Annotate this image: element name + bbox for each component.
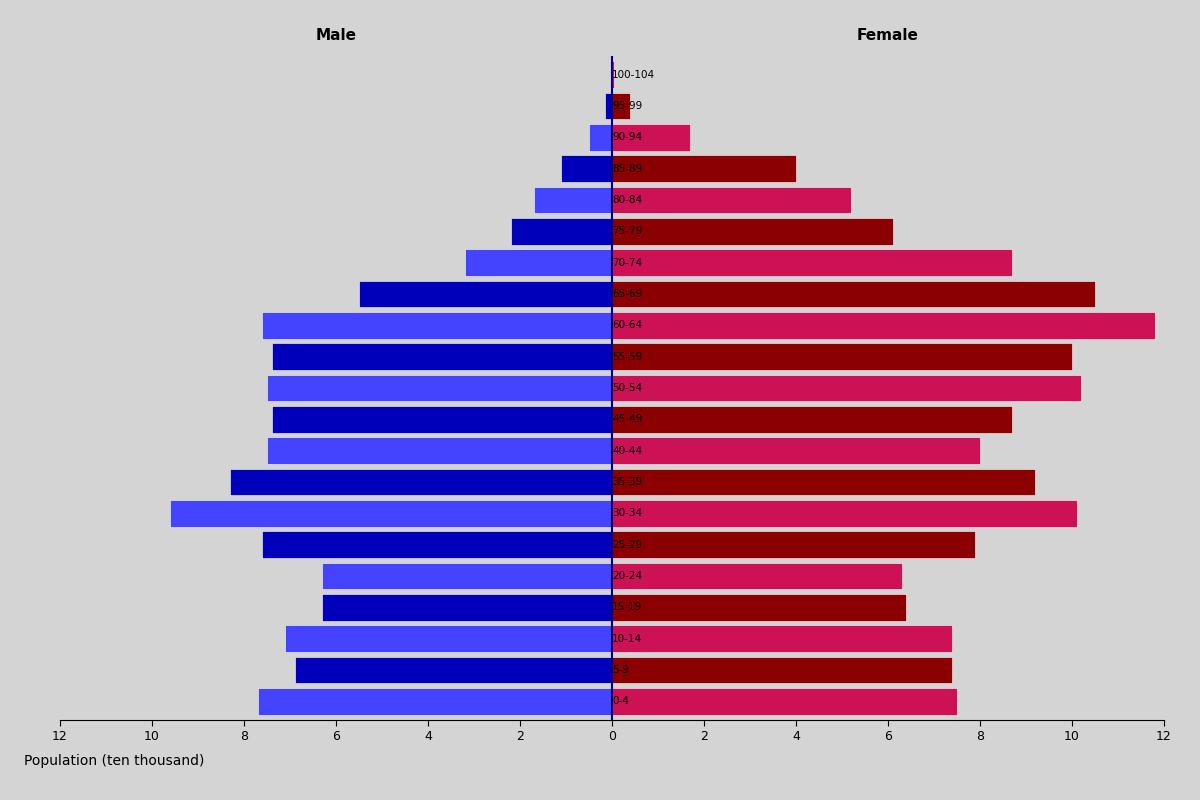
Bar: [612, 469, 1036, 495]
Bar: [612, 657, 953, 683]
Text: 90-94: 90-94: [612, 133, 642, 142]
Bar: [266, 374, 612, 402]
Bar: [612, 406, 1013, 433]
Bar: [612, 562, 902, 590]
Text: 20-24: 20-24: [612, 571, 642, 581]
Bar: [605, 93, 612, 119]
Bar: [612, 218, 893, 245]
Text: 30-34: 30-34: [612, 508, 642, 518]
Text: 25-29: 25-29: [612, 540, 642, 550]
Bar: [295, 657, 612, 683]
Bar: [258, 688, 612, 714]
Bar: [612, 594, 906, 621]
Text: 65-69: 65-69: [612, 289, 642, 299]
Bar: [511, 218, 612, 245]
Text: 80-84: 80-84: [612, 195, 642, 205]
Bar: [266, 438, 612, 464]
Text: 15-19: 15-19: [612, 602, 642, 612]
Bar: [359, 281, 612, 307]
Bar: [589, 124, 612, 150]
Text: 40-44: 40-44: [612, 446, 642, 456]
Bar: [230, 469, 612, 495]
Bar: [464, 250, 612, 276]
Text: 35-39: 35-39: [612, 477, 642, 487]
Bar: [612, 281, 1096, 307]
Bar: [612, 343, 1072, 370]
Bar: [271, 343, 612, 370]
Bar: [612, 93, 630, 119]
Bar: [612, 312, 1154, 338]
Text: Male: Male: [316, 28, 356, 42]
Bar: [322, 594, 612, 621]
Bar: [612, 500, 1076, 526]
Bar: [263, 531, 612, 558]
Text: 60-64: 60-64: [612, 320, 642, 330]
Bar: [612, 250, 1013, 276]
Bar: [612, 186, 851, 214]
Bar: [322, 562, 612, 590]
Text: 10-14: 10-14: [612, 634, 642, 643]
Text: 55-59: 55-59: [612, 352, 642, 362]
Text: 50-54: 50-54: [612, 383, 642, 393]
Bar: [271, 406, 612, 433]
Bar: [286, 626, 612, 652]
Bar: [612, 155, 796, 182]
Bar: [263, 312, 612, 338]
Bar: [612, 438, 980, 464]
Bar: [610, 62, 612, 88]
Text: 0-4: 0-4: [612, 696, 629, 706]
Bar: [612, 626, 953, 652]
Text: Population (ten thousand): Population (ten thousand): [24, 754, 204, 768]
Bar: [612, 374, 1081, 402]
Text: 70-74: 70-74: [612, 258, 642, 268]
Text: 45-49: 45-49: [612, 414, 642, 424]
Text: 95-99: 95-99: [612, 101, 642, 111]
Bar: [612, 124, 690, 150]
Text: Female: Female: [857, 28, 919, 42]
Bar: [612, 688, 958, 714]
Text: 100-104: 100-104: [612, 70, 655, 80]
Text: 5-9: 5-9: [612, 665, 629, 675]
Bar: [534, 186, 612, 214]
Bar: [170, 500, 612, 526]
Bar: [612, 62, 614, 88]
Bar: [562, 155, 612, 182]
Bar: [612, 531, 976, 558]
Text: 85-89: 85-89: [612, 164, 642, 174]
Text: 75-79: 75-79: [612, 226, 642, 236]
